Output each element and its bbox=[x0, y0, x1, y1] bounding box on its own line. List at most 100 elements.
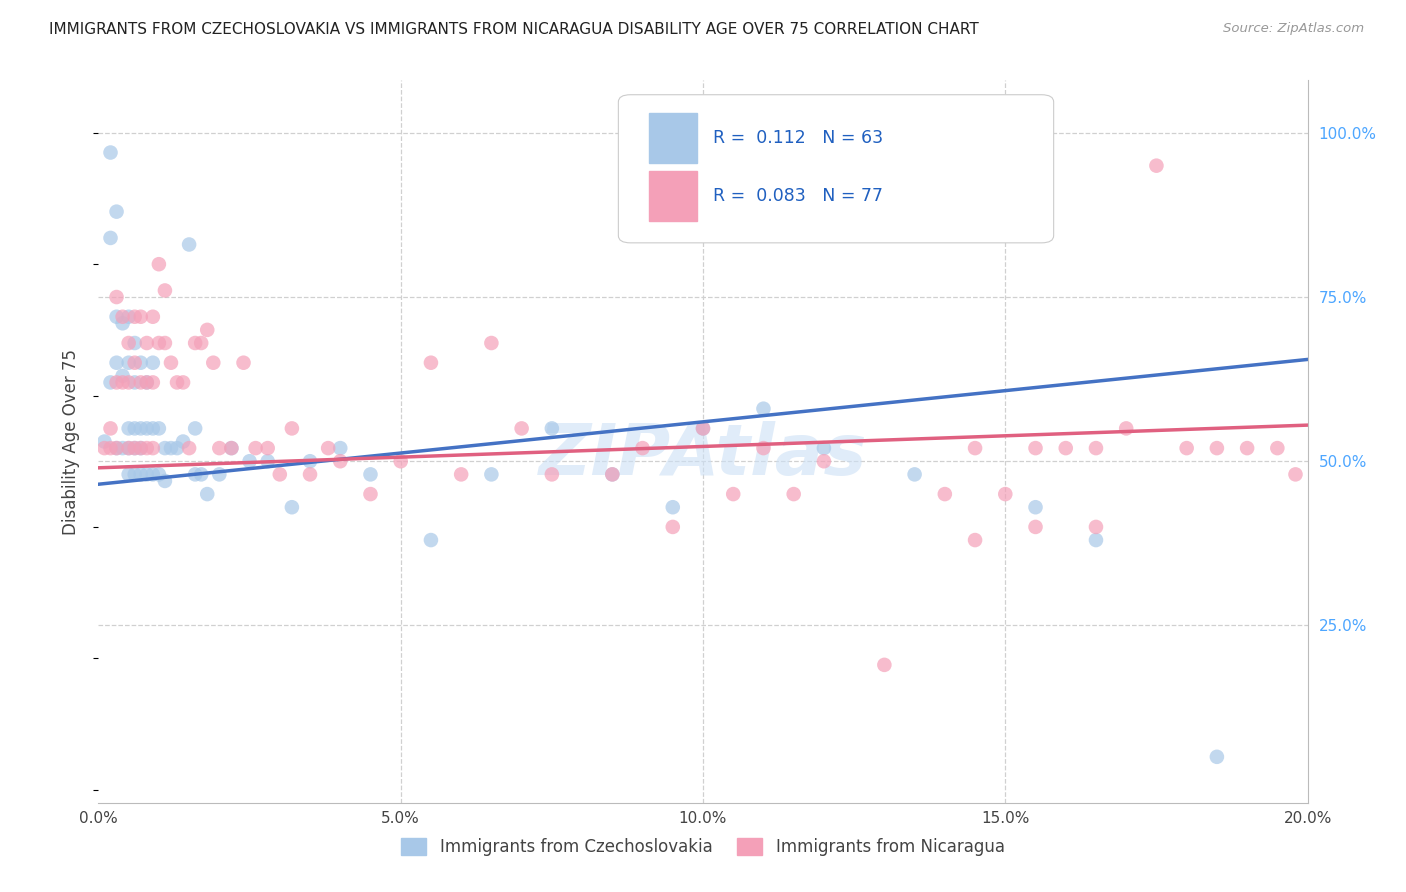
Point bbox=[202, 356, 225, 370]
Point bbox=[148, 336, 170, 351]
FancyBboxPatch shape bbox=[648, 112, 697, 163]
Point bbox=[208, 441, 231, 455]
Point bbox=[105, 310, 128, 324]
FancyBboxPatch shape bbox=[648, 170, 697, 221]
Point bbox=[135, 441, 157, 455]
Point bbox=[148, 421, 170, 435]
Point bbox=[111, 441, 134, 455]
Text: R =  0.083   N = 77: R = 0.083 N = 77 bbox=[713, 187, 883, 205]
Point bbox=[135, 467, 157, 482]
Y-axis label: Disability Age Over 75: Disability Age Over 75 bbox=[62, 349, 80, 534]
Point bbox=[105, 441, 128, 455]
Point bbox=[124, 441, 146, 455]
Point bbox=[1024, 441, 1046, 455]
Point bbox=[93, 441, 115, 455]
Point bbox=[813, 454, 835, 468]
Point bbox=[481, 336, 503, 351]
Point bbox=[124, 376, 146, 390]
Point bbox=[1024, 500, 1046, 515]
Point bbox=[329, 454, 352, 468]
Point bbox=[129, 467, 152, 482]
Point bbox=[124, 441, 146, 455]
Point bbox=[389, 454, 412, 468]
Point bbox=[100, 441, 122, 455]
Point bbox=[118, 441, 141, 455]
Point bbox=[153, 284, 176, 298]
Point bbox=[118, 421, 141, 435]
Point bbox=[166, 376, 188, 390]
Point bbox=[631, 441, 654, 455]
Point bbox=[1024, 520, 1046, 534]
Point bbox=[965, 533, 987, 547]
Point bbox=[129, 376, 152, 390]
Point bbox=[481, 467, 503, 482]
Point bbox=[1206, 749, 1229, 764]
Point bbox=[221, 441, 243, 455]
Point bbox=[118, 376, 141, 390]
Point bbox=[184, 336, 207, 351]
Point bbox=[190, 467, 212, 482]
Point bbox=[602, 467, 624, 482]
Point bbox=[1085, 520, 1108, 534]
Point bbox=[111, 316, 134, 330]
Point bbox=[813, 441, 835, 455]
Point bbox=[904, 467, 927, 482]
Point bbox=[360, 467, 382, 482]
Point bbox=[1267, 441, 1289, 455]
Point bbox=[111, 368, 134, 383]
Point bbox=[1144, 159, 1167, 173]
Point bbox=[135, 336, 157, 351]
Point bbox=[118, 310, 141, 324]
Point bbox=[111, 376, 134, 390]
Point bbox=[100, 376, 122, 390]
Point bbox=[118, 467, 141, 482]
Point bbox=[239, 454, 262, 468]
Point bbox=[232, 356, 254, 370]
Point bbox=[135, 376, 157, 390]
Point bbox=[540, 467, 562, 482]
Point bbox=[124, 356, 146, 370]
Point bbox=[148, 467, 170, 482]
Point bbox=[105, 441, 128, 455]
Point bbox=[245, 441, 267, 455]
Text: Source: ZipAtlas.com: Source: ZipAtlas.com bbox=[1223, 22, 1364, 36]
Point bbox=[172, 376, 194, 390]
Point bbox=[129, 441, 152, 455]
Point bbox=[142, 356, 165, 370]
Point bbox=[118, 441, 141, 455]
Point bbox=[124, 310, 146, 324]
Point bbox=[124, 467, 146, 482]
Point bbox=[105, 290, 128, 304]
Point bbox=[142, 310, 165, 324]
FancyBboxPatch shape bbox=[619, 95, 1053, 243]
Point bbox=[160, 356, 183, 370]
Point bbox=[281, 500, 304, 515]
Point bbox=[1175, 441, 1198, 455]
Point bbox=[602, 467, 624, 482]
Point bbox=[221, 441, 243, 455]
Point bbox=[142, 467, 165, 482]
Point bbox=[752, 401, 775, 416]
Point bbox=[873, 657, 896, 672]
Point bbox=[208, 467, 231, 482]
Point bbox=[1284, 467, 1306, 482]
Point bbox=[661, 520, 683, 534]
Point bbox=[190, 336, 212, 351]
Point bbox=[316, 441, 339, 455]
Point bbox=[661, 500, 683, 515]
Point bbox=[124, 336, 146, 351]
Point bbox=[179, 237, 201, 252]
Point bbox=[184, 467, 207, 482]
Point bbox=[148, 257, 170, 271]
Point bbox=[692, 421, 714, 435]
Point bbox=[105, 376, 128, 390]
Point bbox=[934, 487, 956, 501]
Point bbox=[135, 376, 157, 390]
Point bbox=[179, 441, 201, 455]
Point bbox=[1115, 421, 1137, 435]
Point bbox=[420, 533, 443, 547]
Point bbox=[118, 336, 141, 351]
Point bbox=[166, 441, 188, 455]
Point bbox=[256, 441, 278, 455]
Point bbox=[129, 356, 152, 370]
